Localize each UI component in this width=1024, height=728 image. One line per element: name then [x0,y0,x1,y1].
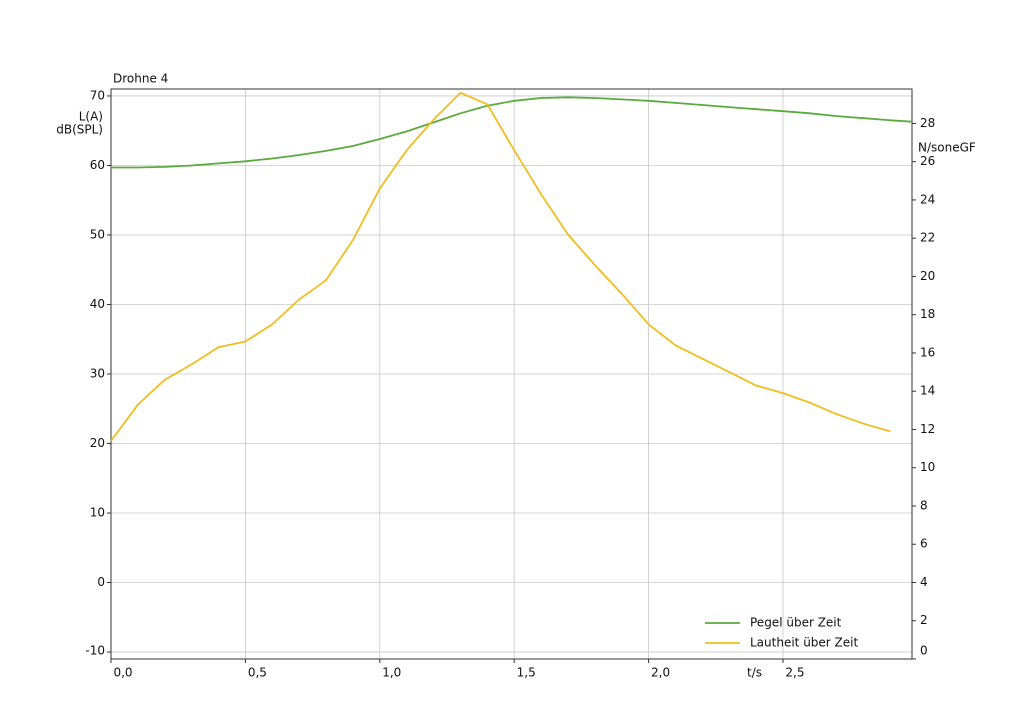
y2-tick-label: 8 [920,498,928,512]
data-line [111,96,913,169]
y2-tick-label: 14 [920,384,935,398]
x-axis-label: t/s [747,666,762,680]
chart-title: Drohne 4 [113,72,168,86]
y2-tick-label: 26 [920,154,935,168]
y-tick-label: 20 [90,436,105,450]
y-tick-label: 70 [90,88,105,102]
legend-label: Pegel über Zeit [750,616,842,630]
x-tick-label: 0,5 [248,666,267,680]
y-tick-label: 40 [90,297,105,311]
y2-tick-label: 6 [920,537,928,551]
y2-tick-label: 0 [920,644,928,658]
plot-frame [110,88,913,660]
y-axis-label: L(A) [79,110,103,124]
y-tick-label: 10 [90,506,105,520]
x-tick-label: 1,0 [382,666,401,680]
y2-tick-label: 10 [920,460,935,474]
x-tick-label: 2,0 [651,666,670,680]
y2-tick-label: 22 [920,231,935,245]
y-tick-label: 60 [90,158,105,172]
y2-tick-label: 4 [920,575,928,589]
y-tick-label: -10 [85,644,105,658]
y2-tick-label: 16 [920,345,935,359]
y2-axis-label: N/soneGF [918,141,976,155]
data-line [110,91,891,442]
y2-tick-label: 24 [920,192,935,206]
y-tick-label: 50 [90,227,105,241]
x-tick-label: 2,5 [785,666,804,680]
y2-tick-label: 20 [920,269,935,283]
y-tick-label: 30 [90,367,105,381]
y-tick-label: 0 [97,575,105,589]
y2-tick-label: 28 [920,116,935,130]
x-tick-label: 0,0 [113,666,132,680]
y2-tick-label: 12 [920,422,935,436]
y2-tick-label: 2 [920,613,928,627]
y-axis-label: dB(SPL) [56,123,103,137]
legend-label: Lautheit über Zeit [750,636,858,650]
y2-tick-label: 18 [920,307,935,321]
x-tick-label: 1,5 [517,666,536,680]
